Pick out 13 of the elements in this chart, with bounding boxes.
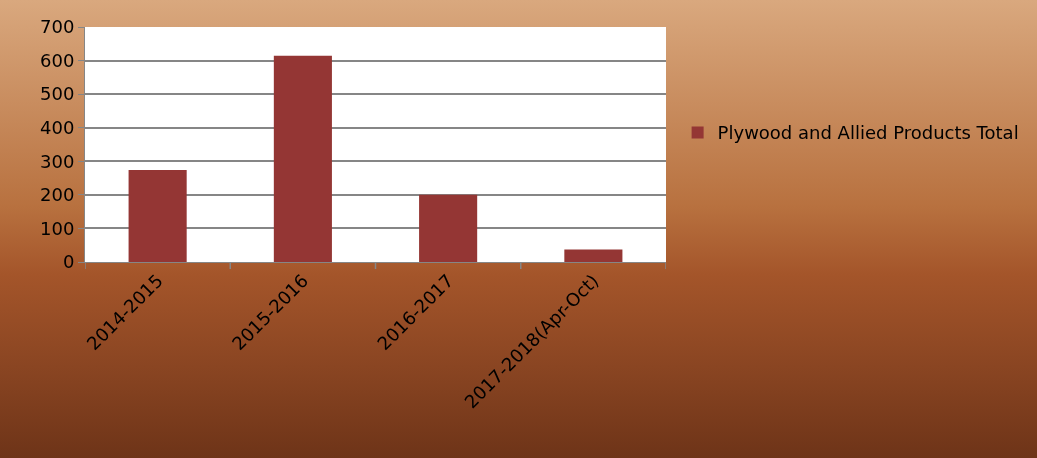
y-tick-label: 100 [40,217,75,239]
y-tick-label: 400 [40,117,75,139]
y-tick-label: 200 [40,184,75,206]
y-tick-label: 0 [62,251,75,273]
y-tick-label: 600 [40,49,75,71]
y-tick-label: 300 [40,150,75,172]
bar [564,249,623,262]
legend-label: Plywood and Allied Products Total [717,122,1019,144]
bar [419,194,478,262]
bar [128,170,187,262]
y-tick-label: 500 [40,83,75,105]
bar [273,55,332,262]
y-tick-label: 700 [40,16,75,38]
